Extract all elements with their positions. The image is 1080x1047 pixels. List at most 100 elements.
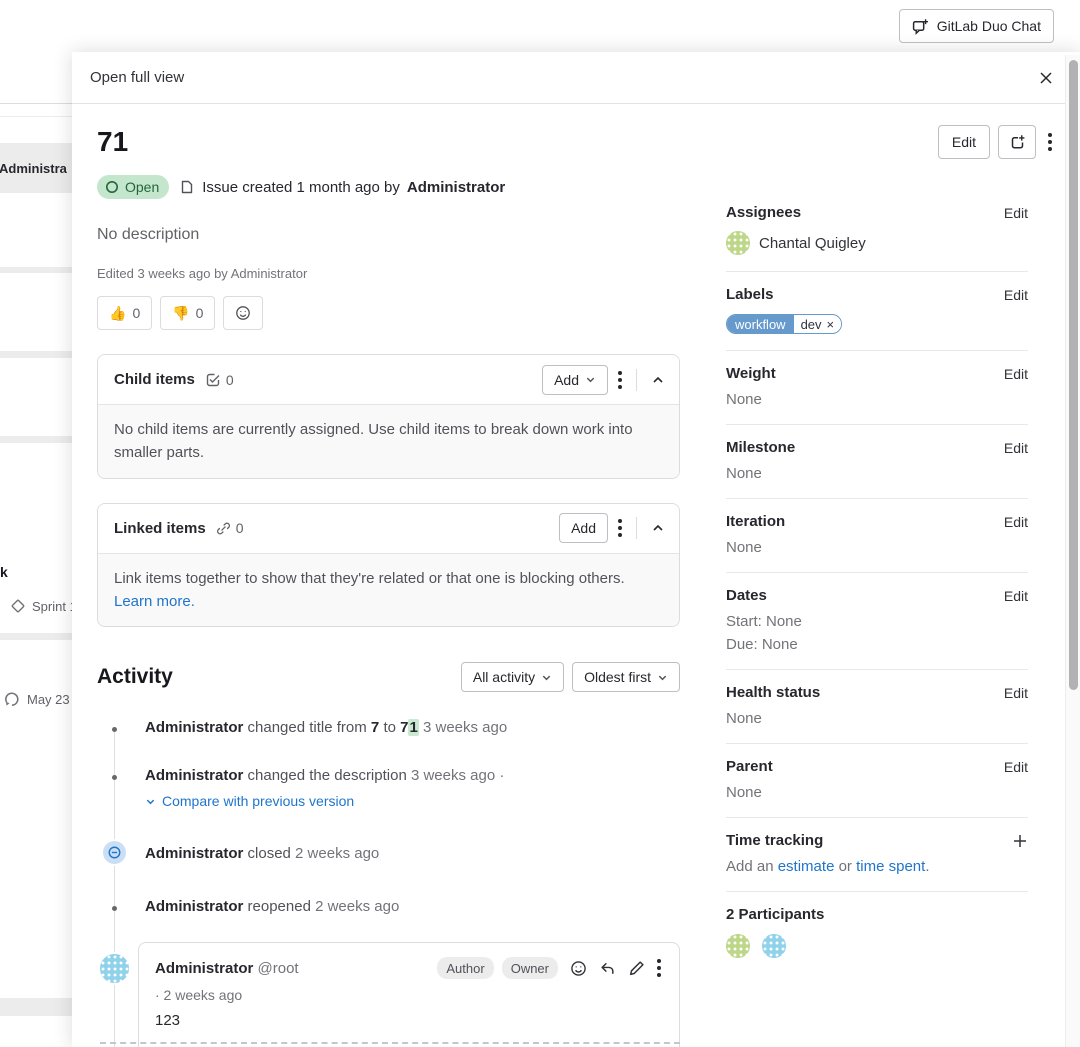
- estimate-link[interactable]: estimate: [777, 858, 835, 875]
- health-status-value: None: [726, 710, 762, 727]
- duo-chat-icon: [912, 18, 929, 35]
- health-status-edit-button[interactable]: Edit: [1003, 684, 1028, 701]
- compare-link-label: Compare with previous version: [162, 793, 355, 809]
- time-tracking-title: Time tracking: [726, 832, 824, 849]
- activity-sort-dropdown[interactable]: Oldest first: [572, 662, 680, 692]
- milestone-diamond-icon: [10, 598, 26, 614]
- time-spent-link[interactable]: time spent: [856, 858, 926, 875]
- edited-line: Edited 3 weeks ago by Administrator: [97, 266, 308, 281]
- owner-badge: Owner: [501, 957, 558, 979]
- participants-row: [726, 934, 1028, 958]
- timeline-dot: [112, 727, 117, 732]
- no-description-text: No description: [97, 226, 200, 243]
- comment-add-reaction-button[interactable]: [566, 956, 591, 981]
- system-note-description-change: Administrator changed the description 3 …: [97, 767, 680, 809]
- comment-body: 123: [155, 1012, 181, 1029]
- dates-edit-button[interactable]: Edit: [1003, 587, 1028, 604]
- linked-add-button[interactable]: Add: [559, 513, 608, 543]
- comment-reply-button[interactable]: [595, 956, 620, 981]
- milestone-value: None: [726, 465, 762, 482]
- compare-previous-version-link[interactable]: Compare with previous version: [145, 793, 680, 809]
- comment-edit-button[interactable]: [624, 956, 649, 981]
- timeline-dot: [112, 775, 117, 780]
- note-text: to: [383, 719, 396, 736]
- linked-add-label: Add: [571, 520, 596, 536]
- note-author: Administrator: [145, 898, 244, 915]
- parent-edit-button[interactable]: Edit: [1003, 758, 1028, 775]
- edit-button[interactable]: Edit: [937, 125, 990, 159]
- bg-row-gap: [0, 351, 72, 358]
- open-full-view-link[interactable]: Open full view: [90, 69, 185, 86]
- thumbs-up-button[interactable]: 👍 0: [97, 296, 153, 330]
- reactions-row: 👍 0 👎 0: [97, 296, 680, 330]
- copy-reference-button[interactable]: [998, 125, 1036, 159]
- parent-title: Parent: [726, 758, 773, 775]
- scrollbar-thumb[interactable]: [1069, 60, 1078, 690]
- status-badge: Open: [97, 175, 170, 199]
- comment-card: Administrator @root Author Owner: [138, 942, 680, 1047]
- label-remove-icon[interactable]: ×: [826, 316, 835, 332]
- assignees-edit-button[interactable]: Edit: [1003, 204, 1028, 221]
- duo-chat-button[interactable]: GitLab Duo Chat: [898, 9, 1054, 43]
- label-scope: workflow: [727, 315, 794, 333]
- child-add-button[interactable]: Add: [542, 364, 608, 395]
- system-note-title-change: Administrator changed title from 7 to 71…: [97, 719, 680, 736]
- bg-divider: [0, 116, 72, 117]
- linked-collapse-button[interactable]: [647, 517, 669, 539]
- note-text: changed the description: [247, 767, 407, 784]
- weight-edit-button[interactable]: Edit: [1003, 365, 1028, 382]
- weight-section: Weight Edit None: [726, 351, 1028, 425]
- child-collapse-button[interactable]: [647, 369, 669, 391]
- bg-divider: [0, 103, 72, 104]
- chevron-down-icon: [657, 672, 668, 683]
- labels-edit-button[interactable]: Edit: [1003, 286, 1028, 303]
- thumbs-down-button[interactable]: 👎 0: [160, 296, 216, 330]
- milestone-edit-button[interactable]: Edit: [1003, 439, 1028, 456]
- assignees-title: Assignees: [726, 204, 802, 221]
- linked-more-button[interactable]: [614, 515, 626, 541]
- participant-avatar[interactable]: [762, 934, 786, 958]
- child-items-title: Child items: [114, 371, 195, 388]
- add-reaction-button[interactable]: [223, 296, 264, 330]
- child-more-button[interactable]: [614, 367, 626, 393]
- linked-items-count-value: 0: [235, 520, 244, 536]
- chevron-down-icon: [541, 672, 552, 683]
- activity-filter-label: All activity: [472, 669, 536, 685]
- note-new-value-highlight: 1: [408, 719, 419, 736]
- issue-type-icon: [179, 179, 195, 195]
- iteration-section: Iteration Edit None: [726, 499, 1028, 573]
- close-button[interactable]: [1034, 66, 1058, 90]
- note-new-value: 7: [400, 719, 409, 736]
- activity-filter-dropdown[interactable]: All activity: [460, 662, 565, 692]
- note-time: 2 weeks ago: [295, 845, 380, 862]
- duo-chat-label: GitLab Duo Chat: [936, 18, 1041, 34]
- comment-form-separator: [100, 1042, 680, 1044]
- linked-items-empty-text: Link items together to show that they're…: [114, 569, 625, 587]
- note-author: Administrator: [145, 767, 244, 784]
- activity-sort-label: Oldest first: [584, 669, 651, 685]
- more-actions-button[interactable]: [1044, 129, 1056, 155]
- participant-avatar[interactable]: [726, 934, 750, 958]
- assignees-section: Assignees Edit Chantal Quigley: [726, 204, 1028, 272]
- time-tracking-add-button[interactable]: [1012, 833, 1028, 849]
- linked-items-header: Linked items 0: [98, 503, 679, 553]
- title-actions: Edit: [937, 125, 1056, 159]
- comment-more-button[interactable]: [653, 955, 665, 981]
- chevron-up-icon: [651, 373, 665, 387]
- title-row: 71 Edit: [97, 122, 1056, 162]
- tt-or: or: [838, 858, 852, 875]
- created-author: Administrator: [406, 178, 506, 196]
- learn-more-link[interactable]: Learn more.: [114, 592, 195, 610]
- bg-milestone-label: Sprint 1: [32, 598, 72, 614]
- activity-timeline: Administrator changed title from 7 to 71…: [97, 719, 680, 1047]
- iteration-edit-button[interactable]: Edit: [1003, 513, 1028, 530]
- system-note-closed: Administrator closed 2 weeks ago: [97, 839, 680, 866]
- bg-table-row-selected[interactable]: Administra: [0, 143, 72, 193]
- assignee-avatar[interactable]: [726, 231, 750, 255]
- smiley-icon: [570, 960, 587, 977]
- note-text: closed: [247, 845, 291, 862]
- thumbs-up-icon: 👍: [109, 304, 127, 321]
- columns: Open Issue created 1 month ago by Admini…: [97, 175, 1056, 1047]
- scoped-label-workflow-dev[interactable]: workflow dev ×: [726, 314, 843, 334]
- comment-author-avatar[interactable]: [98, 952, 131, 985]
